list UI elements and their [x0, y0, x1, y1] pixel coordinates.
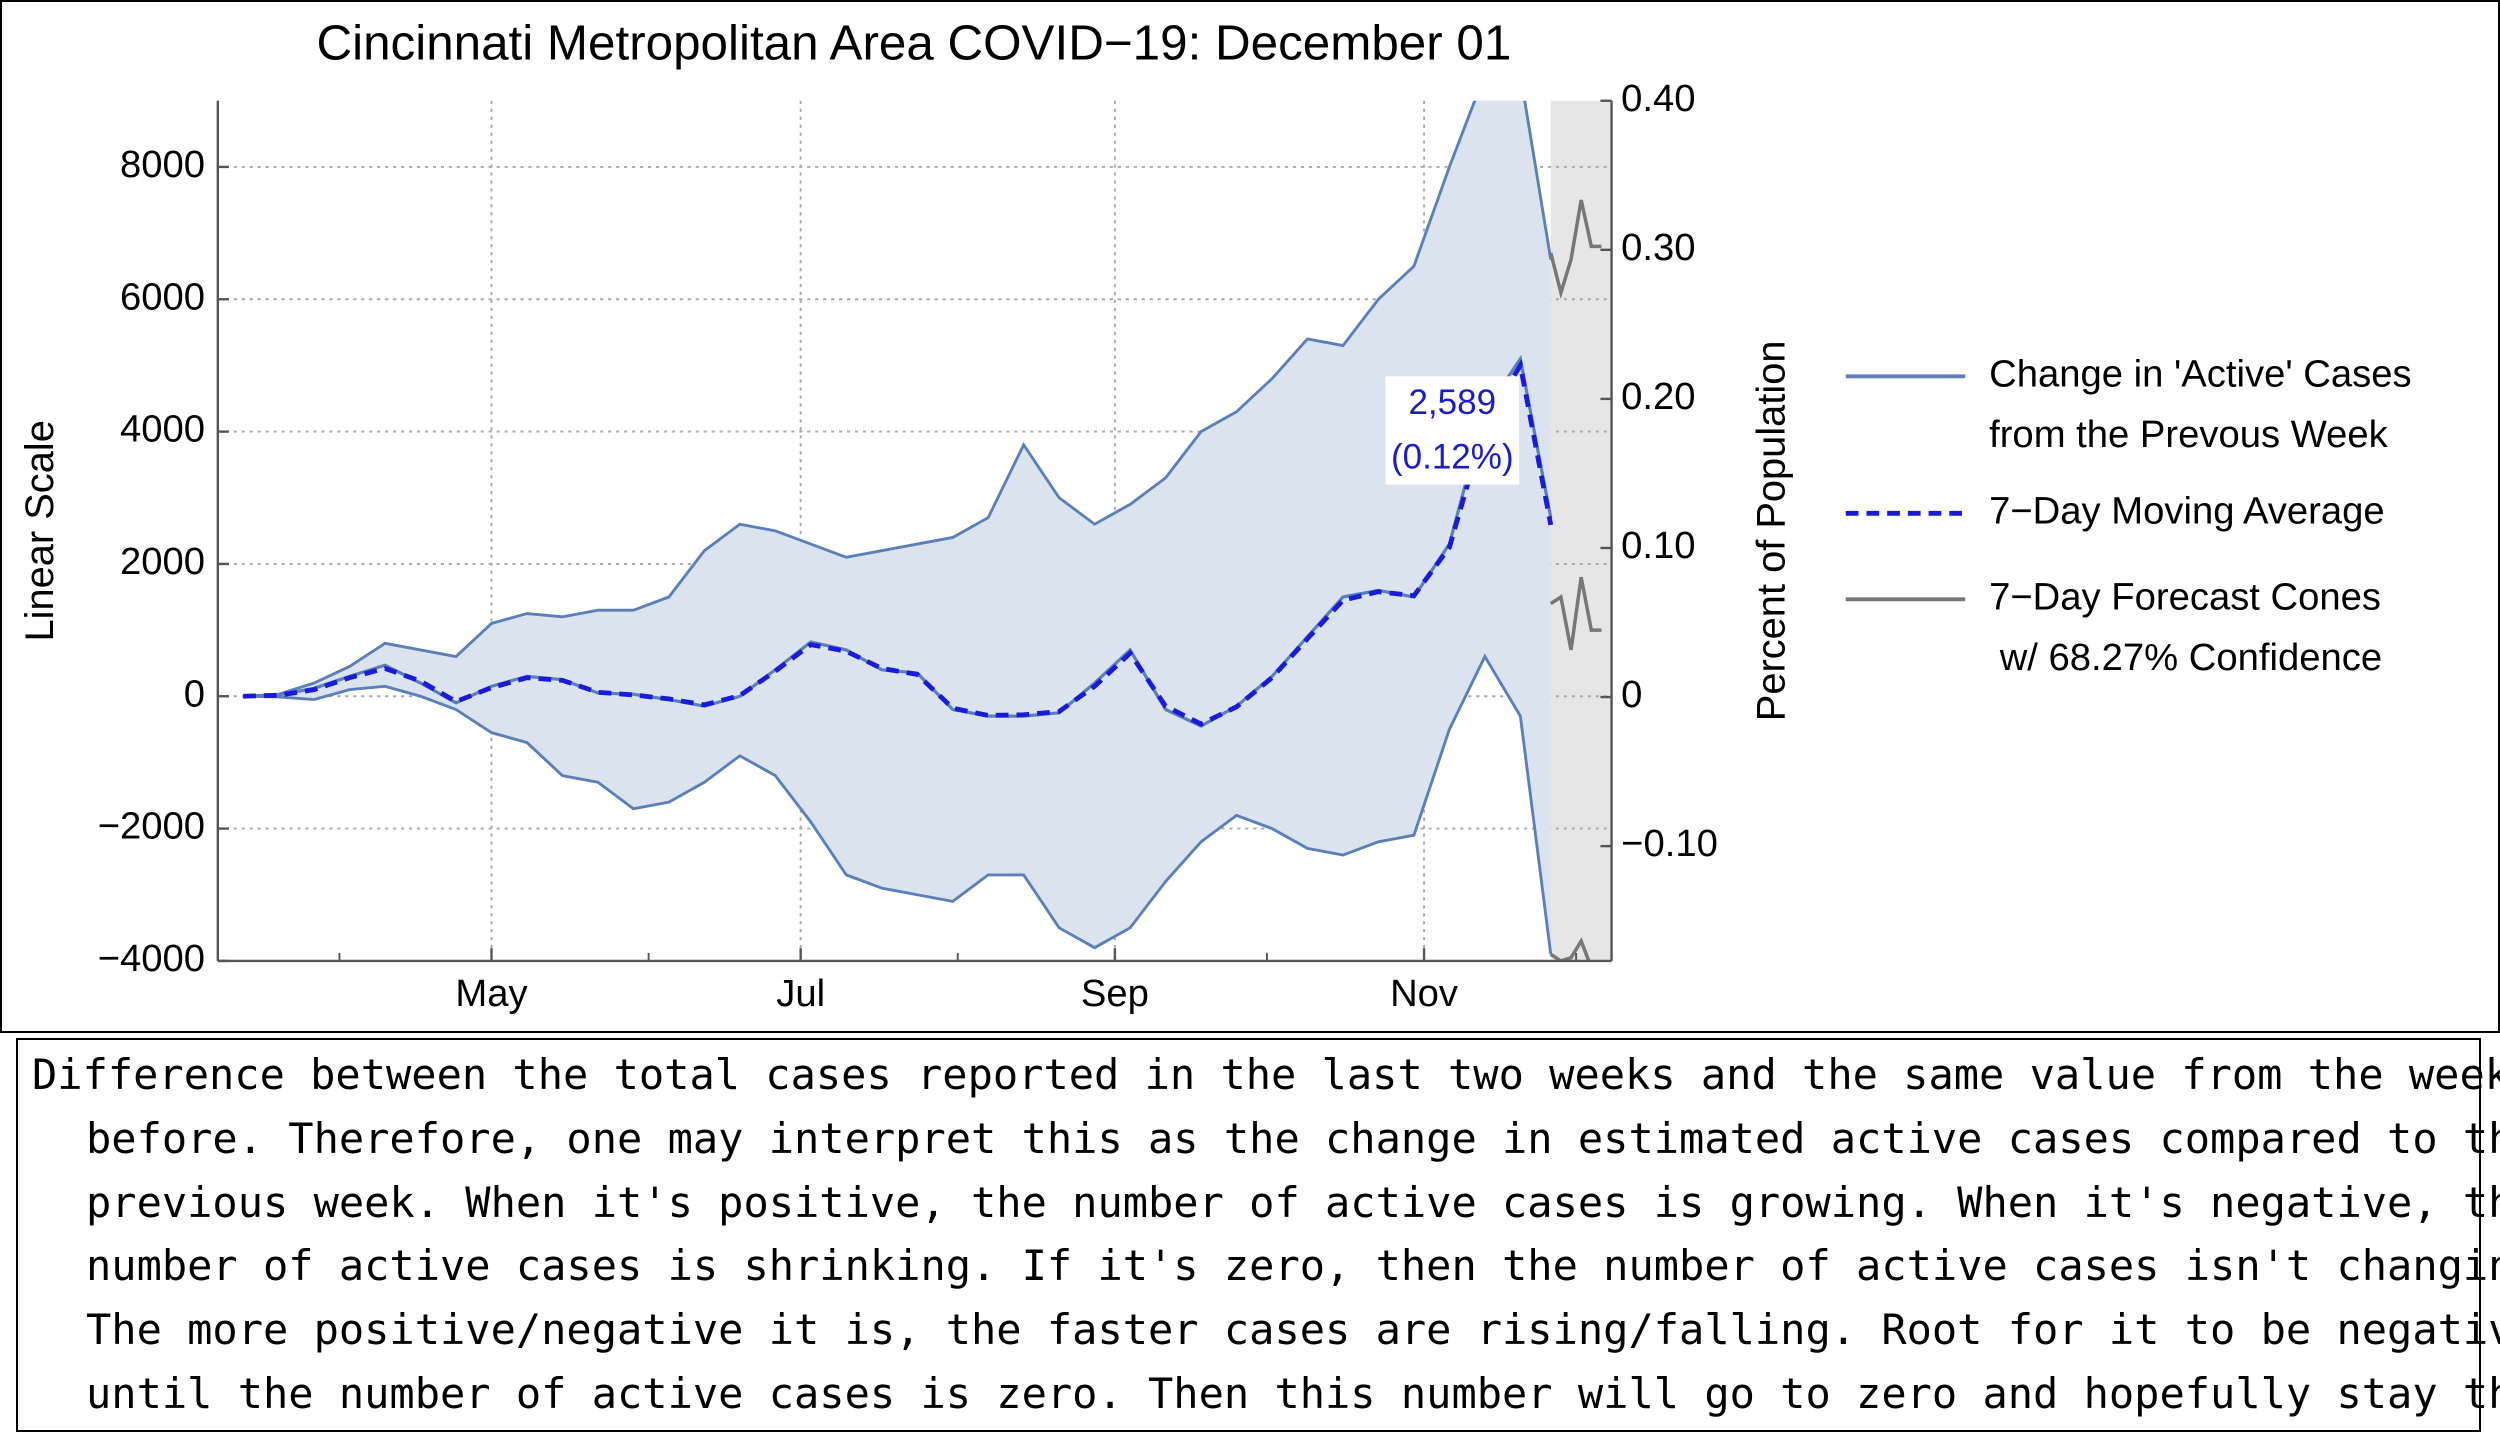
band-lower-line — [243, 653, 1553, 955]
annotation-text: (0.12%) — [1391, 437, 1514, 476]
legend-label: Change in 'Active' Cases — [1989, 352, 2411, 395]
y2-tick-label: 0 — [1621, 673, 1642, 716]
forecast-upper — [1549, 199, 1602, 300]
plot-area — [243, 100, 1602, 961]
y-tick-label: 0 — [184, 672, 205, 715]
x-tick-label: May — [455, 972, 528, 1015]
chart: Cincinnati Metropolitan Area COVID−19: D… — [18, 16, 2411, 1015]
chart-frame: Cincinnati Metropolitan Area COVID−19: D… — [0, 0, 2500, 1033]
annotation-box — [1385, 376, 1520, 485]
y-tick-label: 8000 — [120, 143, 205, 186]
series-line — [243, 358, 1554, 727]
y2-axis-label: Percent of Population — [1750, 340, 1794, 721]
annotation-text: 2,589 — [1408, 383, 1496, 422]
forecast-center — [1549, 576, 1602, 651]
x-tick-label: Jul — [776, 972, 825, 1015]
forecast-region — [1550, 100, 1612, 961]
y2-tick-label: 0.10 — [1621, 524, 1695, 567]
x-tick-label: Nov — [1390, 972, 1458, 1015]
legend-label: 7−Day Moving Average — [1989, 489, 2385, 532]
y-tick-label: −2000 — [98, 805, 205, 848]
chart-title: Cincinnati Metropolitan Area COVID−19: D… — [316, 16, 1511, 71]
legend-label: w/ 68.27% Confidence — [1989, 636, 2382, 679]
caption-line: The more positive/negative it is, the fa… — [86, 1305, 2500, 1355]
caption-line: before. Therefore, one may interpret thi… — [86, 1113, 2500, 1163]
y2-tick-label: −0.10 — [1621, 822, 1718, 865]
y2-tick-label: 0.30 — [1621, 226, 1695, 269]
y2-tick-label: 0.20 — [1621, 375, 1695, 418]
y-axis-label: Linear Scale — [18, 420, 62, 641]
caption-line: previous week. When it's positive, the n… — [86, 1177, 2500, 1227]
y-tick-label: 4000 — [120, 408, 205, 451]
y2-tick-label: 0.40 — [1621, 77, 1695, 120]
y-tick-label: 2000 — [120, 540, 205, 583]
y-tick-label: 6000 — [120, 275, 205, 318]
x-tick-label: Sep — [1081, 972, 1149, 1015]
y-tick-label: −4000 — [98, 937, 205, 980]
caption-line: until the number of active cases is zero… — [86, 1368, 2500, 1418]
caption: Difference between the total cases repor… — [16, 1038, 2500, 1432]
band-fill — [243, 100, 1551, 955]
legend-label: from the Prevous Week — [1989, 413, 2389, 456]
legend-label: 7−Day Forecast Cones — [1989, 575, 2381, 618]
caption-line: number of active cases is shrinking. If … — [86, 1241, 2500, 1291]
band-upper-line — [243, 100, 1553, 698]
caption-line: Difference between the total cases repor… — [32, 1050, 2500, 1099]
